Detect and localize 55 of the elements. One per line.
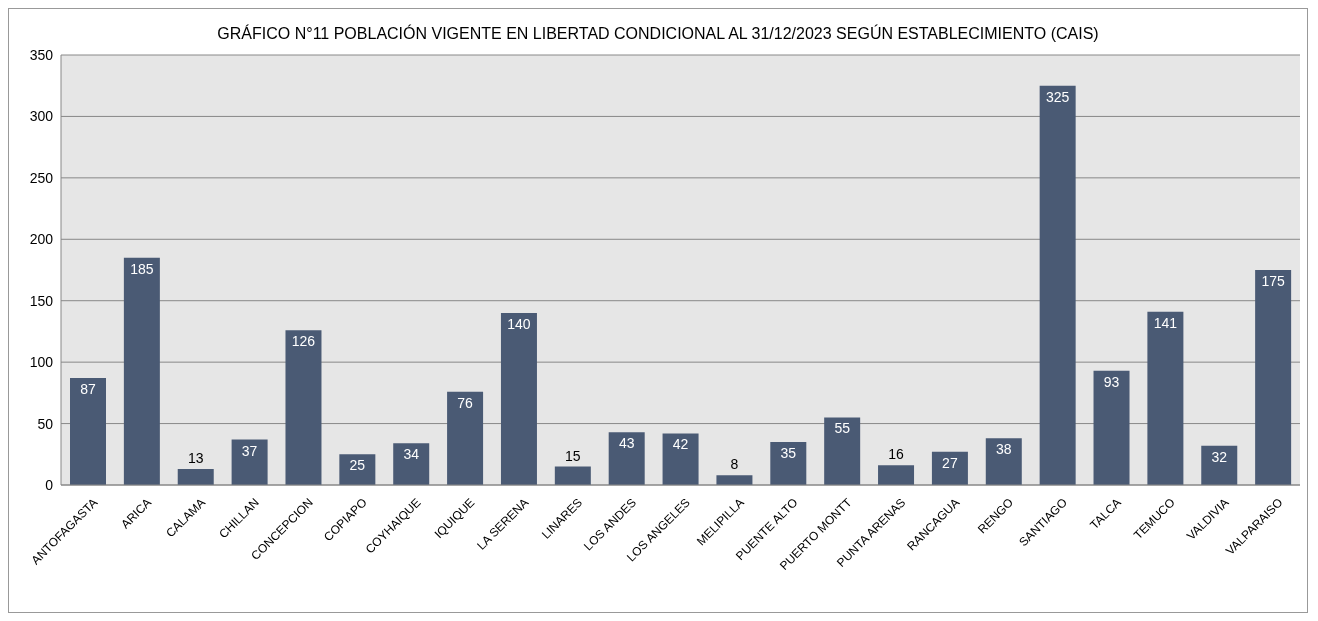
data-label: 126: [291, 333, 316, 350]
y-tick-label: 150: [29, 292, 54, 309]
data-label: 13: [187, 450, 204, 467]
bar: [554, 466, 591, 485]
y-tick-label: 0: [45, 476, 54, 493]
y-tick-label: 250: [29, 169, 54, 186]
bar: [231, 439, 268, 485]
data-label: 55: [834, 420, 851, 437]
data-label: 76: [457, 394, 474, 411]
bar: [608, 432, 645, 485]
data-label: 8: [730, 456, 739, 473]
bar: [500, 313, 537, 485]
bar: [447, 391, 484, 485]
y-tick-label: 100: [29, 354, 54, 371]
data-label: 34: [403, 446, 420, 463]
y-tick-label: 300: [29, 108, 54, 125]
bar: [824, 417, 861, 485]
data-label: 185: [130, 260, 154, 277]
bar: [1039, 85, 1076, 485]
data-label: 175: [1261, 273, 1286, 289]
bar: [985, 438, 1022, 485]
bar: [70, 378, 106, 485]
bar: [716, 475, 753, 485]
y-tick-label: 50: [37, 415, 54, 432]
bar: [1201, 445, 1238, 485]
chart-title: GRÁFICO N°11 POBLACIÓN VIGENTE EN LIBERTAD CONDICIONAL AL 31/12/2023 SEGÚN ESTABLECIMIENTO (CAIS): [216, 23, 1100, 44]
data-label: 141: [1153, 314, 1178, 331]
bar: [285, 330, 322, 485]
y-tick-label: 350: [29, 46, 54, 63]
data-label: 35: [780, 445, 797, 461]
data-label: 16: [888, 446, 905, 463]
data-label: 27: [942, 454, 958, 471]
data-label: 37: [241, 442, 258, 459]
bar: [339, 454, 376, 485]
data-label: 42: [672, 436, 689, 453]
data-label: 87: [80, 381, 96, 398]
data-label: 15: [565, 447, 581, 464]
bar: [177, 469, 214, 485]
data-label: 43: [618, 435, 635, 452]
bar: [770, 442, 807, 485]
data-label: 38: [995, 441, 1012, 458]
data-label: 25: [349, 457, 366, 474]
bar: [1255, 270, 1292, 485]
data-label: 140: [507, 316, 531, 332]
bar: [931, 451, 968, 485]
bar: [123, 257, 160, 485]
y-tick-label: 200: [29, 231, 54, 248]
data-label: 32: [1211, 448, 1228, 465]
bar: [662, 433, 699, 485]
bar: [1093, 370, 1130, 485]
bar: [1147, 311, 1184, 485]
bar: [393, 443, 430, 485]
bar: [878, 465, 915, 485]
data-label: 93: [1103, 373, 1120, 390]
data-label: 325: [1045, 88, 1070, 105]
